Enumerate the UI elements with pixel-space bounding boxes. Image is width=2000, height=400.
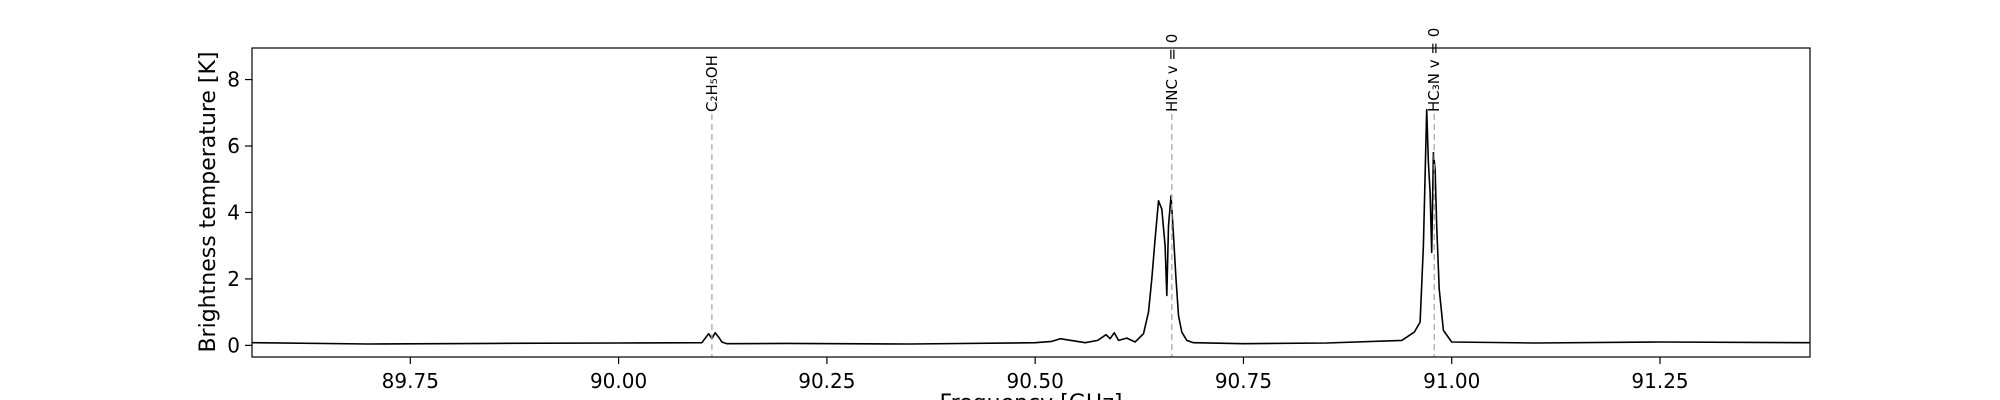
y-tick-label: 6 <box>227 134 240 158</box>
annotation-label: HC₃N v = 0 <box>1425 28 1443 112</box>
spectrum-line <box>251 108 1811 345</box>
y-tick-label: 2 <box>227 267 240 291</box>
x-tick-label: 90.25 <box>798 369 855 393</box>
x-tick-label: 91.00 <box>1423 369 1480 393</box>
x-tick-label: 89.75 <box>382 369 439 393</box>
x-axis-ticks: 89.75 90.00 90.25 90.50 90.75 91.00 91.25 <box>382 357 1689 393</box>
y-tick-label: 8 <box>227 68 240 92</box>
x-tick-label: 91.25 <box>1631 369 1688 393</box>
annotation-label: HNC v = 0 <box>1163 34 1181 112</box>
x-tick-label: 90.50 <box>1007 369 1064 393</box>
y-axis-ticks: 0 2 4 6 8 <box>227 68 252 357</box>
y-axis-label: Brightness temperature [K] <box>196 51 221 352</box>
x-axis-label: Frequency [GHz] <box>940 391 1123 400</box>
annotation-layer: C₂H₅OH HNC v = 0 HC₃N v = 0 <box>703 28 1443 357</box>
y-tick-label: 4 <box>227 200 240 224</box>
x-tick-label: 90.75 <box>1215 369 1272 393</box>
annotation-label: C₂H₅OH <box>703 55 721 112</box>
y-tick-label: 0 <box>227 333 240 357</box>
x-tick-label: 90.00 <box>590 369 647 393</box>
line-layer <box>251 108 1811 345</box>
plot-frame <box>251 47 1811 358</box>
